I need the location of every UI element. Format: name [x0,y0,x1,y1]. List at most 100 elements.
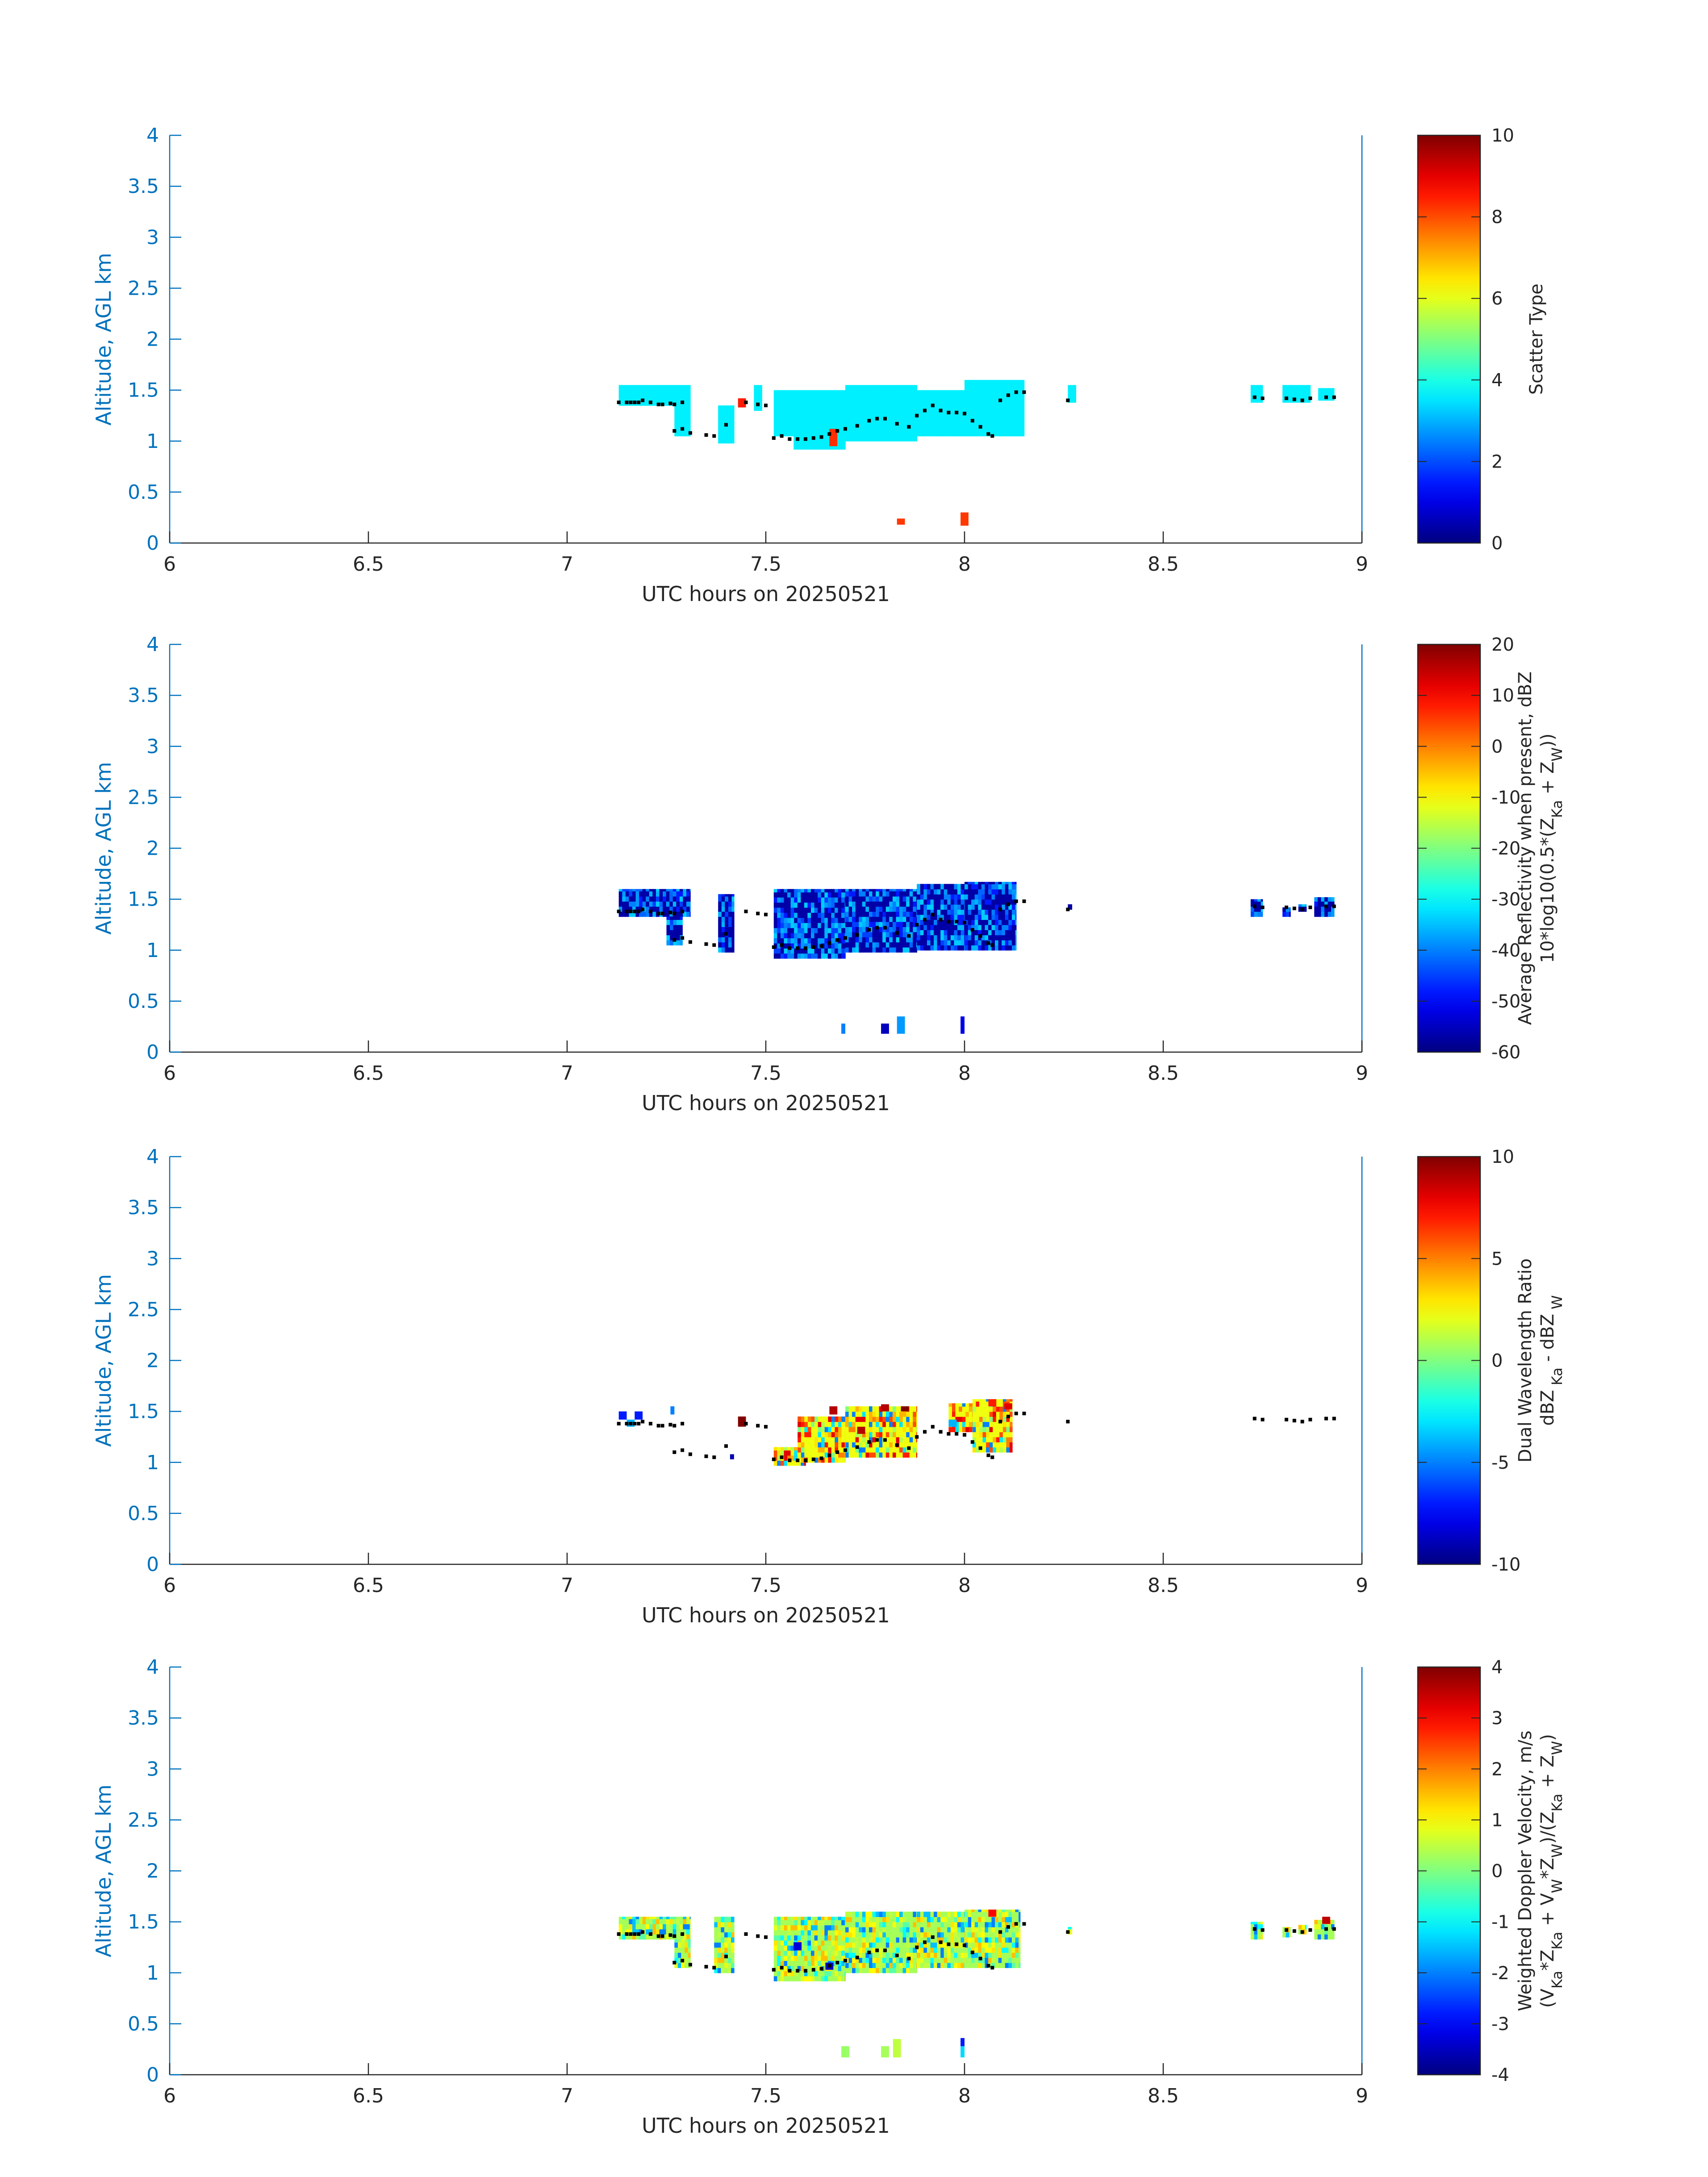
data-cell [934,395,938,401]
data-cell [899,426,903,431]
data-cell [909,395,914,401]
data-dot [764,912,768,916]
data-cell [974,924,979,930]
data-cell [920,909,924,915]
data-cell [917,884,921,890]
data-cell [814,1950,818,1956]
data-cell [889,1962,893,1968]
data-cell [917,400,921,406]
data-cell [797,439,801,445]
data-cell [625,395,630,401]
data-cell [798,1447,802,1453]
data-cell [976,1417,980,1422]
data-cell [721,418,726,423]
data-cell [855,1406,860,1412]
data-cell [1317,897,1322,902]
data-cell [848,430,852,437]
data-cell [1002,1447,1007,1453]
data-cell [876,1968,880,1973]
data-cell [899,927,903,932]
data-cell [876,1421,880,1427]
data-cell [797,423,801,430]
data-cell [876,405,880,411]
data-cell [672,901,677,907]
data-cell [676,1924,680,1930]
data-cell [838,1940,842,1946]
data-cell [954,415,958,421]
data-cell [965,940,969,946]
data-cell [913,1911,917,1917]
data-cell [985,1947,989,1953]
data-dot [827,941,831,945]
data-cell [784,1960,788,1966]
data-dot [756,1934,760,1938]
data-cell [995,400,999,406]
y-tick-label: 2 [146,837,159,860]
data-cell [666,891,670,897]
data-cell [1250,392,1255,398]
data-cell [869,1947,873,1953]
data-cell [952,1426,956,1433]
data-cell [838,943,842,949]
data-cell [957,410,961,416]
data-cell [989,1417,993,1422]
data-cell [793,403,798,409]
data-cell [872,1447,876,1453]
data-cell [974,940,979,946]
data-cell [859,410,863,416]
data-dot [1332,1417,1336,1421]
data-cell [899,1962,903,1968]
data-cell [998,421,1002,426]
data-cell [731,422,735,428]
data-cell [1328,395,1332,401]
data-cell [728,894,732,897]
data-dot [744,401,748,404]
data-cell [889,1417,893,1422]
data-cell [1331,906,1335,912]
data-cell [885,385,890,391]
data-cell [927,884,931,890]
data-cell [1071,387,1075,393]
data-cell [787,390,791,396]
data-cell [991,380,995,385]
data-cell [885,426,890,431]
data-cell [793,418,798,424]
data-cell [909,1947,914,1953]
colorbar-tick-label: 10 [1491,685,1514,706]
data-cell [731,433,735,439]
data-cell [618,891,623,897]
data-cell [718,422,722,428]
data-cell [950,426,955,431]
data-cell [618,889,623,892]
data-cell [811,938,815,944]
data-cell [916,1922,917,1927]
data-cell [879,1942,883,1948]
data-cell [885,1968,890,1973]
data-cell [757,405,761,411]
data-cell [889,1942,893,1948]
data-cell [950,1942,955,1948]
data-cell [1317,906,1322,912]
data-cell [841,1024,845,1034]
colorbar-tick-label: -10 [1491,787,1520,808]
data-cell [899,1957,903,1963]
data-cell [841,1457,845,1463]
x-tick-label: 9 [1356,553,1368,576]
data-cell [807,1940,811,1946]
data-cell [1011,1932,1016,1938]
data-cell [824,1457,829,1463]
data-cell [838,938,842,944]
data-cell [909,1452,914,1458]
data-dot [1300,907,1304,911]
data-cell [845,421,849,426]
data-cell [957,930,961,936]
data-cell [680,924,683,930]
data-cell [721,412,726,418]
data-cell [920,899,924,905]
data-cell [923,924,927,930]
data-cell [804,1460,806,1466]
data-cell [991,884,995,890]
data-cell [859,430,863,437]
data-cell [838,897,842,903]
data-cell [944,894,948,900]
